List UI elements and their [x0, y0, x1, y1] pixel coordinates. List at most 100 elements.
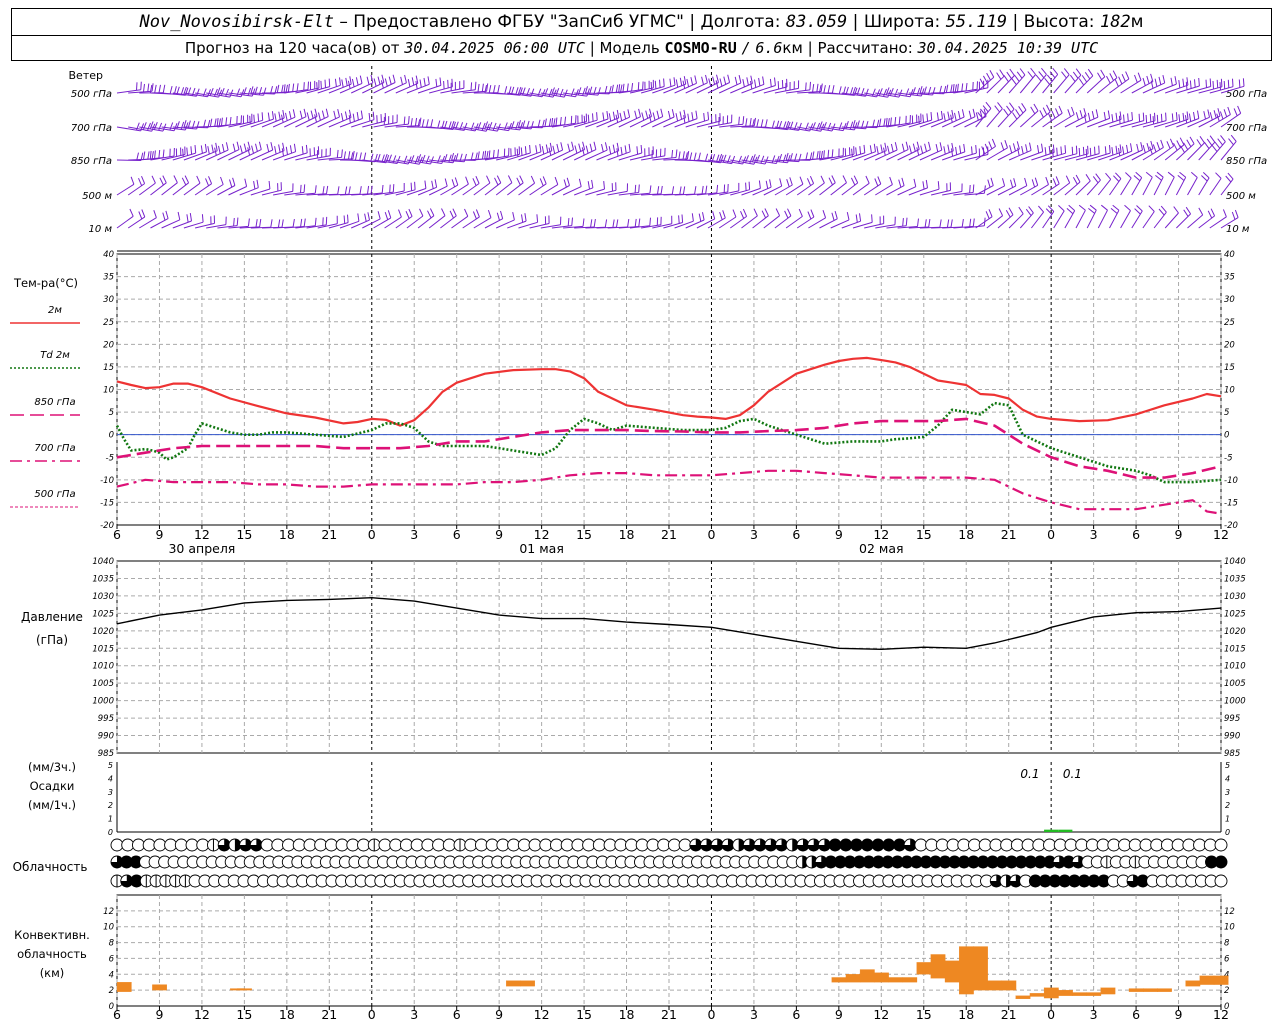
wind-barb-flags: [603, 181, 605, 190]
wind-barb: [975, 145, 996, 161]
cloud-cover-symbol: [833, 855, 847, 869]
y-tick-label-left: 1: [108, 815, 113, 824]
cloud-circle: [357, 838, 370, 852]
convective-title-2: облачность: [17, 947, 87, 961]
wind-level-label-left: 700 гПа: [71, 123, 112, 134]
wind-barb: [808, 217, 826, 229]
wind-barb-flags: [443, 78, 453, 90]
wind-barb-flags: [1030, 103, 1039, 115]
wind-barb: [997, 148, 1020, 161]
cloud-three-quarter-fill: [743, 839, 756, 852]
y-tick-label-right: 995: [1224, 714, 1240, 724]
y-tick-label-left: 1015: [92, 644, 114, 654]
cloud-three-quarter-fill: [218, 839, 231, 852]
wind-barb-flags: [281, 143, 297, 157]
wind-barb-flags: [277, 219, 284, 228]
wind-barb: [919, 188, 940, 196]
wind-barb-flags: [182, 145, 197, 157]
forecast-start: 30.04.2025 06:00 UTC: [404, 39, 585, 57]
wind-barb-flags: [1118, 112, 1133, 124]
cloud-cover-symbol: [142, 838, 156, 852]
wind-barb: [1031, 211, 1044, 229]
wind-barb-flags: [1142, 73, 1154, 86]
x-tick-label: 0: [707, 527, 715, 542]
wind-barb-flags: [618, 83, 634, 93]
cloud-cover-symbol: [1033, 855, 1047, 869]
cloud-full-fill: [967, 856, 980, 868]
cloud-cover-symbol: [399, 838, 413, 852]
y-tick-label-left: 1035: [92, 574, 114, 584]
convective-bar: [1015, 995, 1031, 1000]
y-tick-label-right: 5: [1225, 761, 1230, 770]
cloud-cover-symbol: [1214, 838, 1228, 852]
x-tick-label: 21: [661, 1007, 677, 1022]
wind-barb: [1175, 177, 1187, 196]
x-tick-label: 9: [835, 527, 843, 542]
cloud-cover-symbol: [129, 855, 143, 869]
x-tick-label: 9: [495, 527, 503, 542]
wind-barb-flags: [732, 209, 737, 218]
cloud-cover-symbol: [1107, 838, 1121, 852]
wind-barb-flags: [879, 118, 890, 127]
wind-level-label-left: 500 гПа: [71, 89, 112, 100]
cloud-full-fill: [853, 856, 866, 868]
cloud-cover-symbol: [785, 838, 799, 852]
cloud-cover-symbol: [914, 838, 928, 852]
wind-barb: [741, 187, 761, 196]
cloud-cover-symbol: [900, 855, 914, 869]
wind-barb: [607, 151, 631, 161]
wind-barb: [1064, 153, 1089, 161]
cloud-circle: [110, 838, 124, 852]
wind-barb: [428, 215, 446, 229]
wind-barb-flags: [627, 219, 630, 228]
x-tick-label: 0: [1047, 527, 1055, 542]
x-tick-label: 9: [155, 527, 163, 542]
wind-barb-flags: [403, 116, 410, 125]
wind-barb: [1109, 178, 1122, 196]
wind-barb: [1131, 81, 1154, 94]
cloud-full-fill: [1097, 875, 1110, 887]
wind-barb: [1176, 213, 1191, 229]
wind-barb-flags: [1114, 71, 1130, 87]
y-tick-label-right: 30: [1224, 295, 1235, 305]
cloud-circle: [571, 838, 585, 852]
wind-barb-flags: [950, 109, 965, 123]
wind-barb-flags: [657, 185, 663, 195]
wind-barb: [1198, 215, 1215, 229]
wind-barb-flags: [1018, 206, 1024, 215]
wind-barb-flags: [350, 152, 367, 161]
cloud-cover-symbol: [260, 838, 274, 852]
cloud-three-quarter-fill: [754, 839, 767, 852]
wind-barb-flags: [424, 180, 427, 189]
wind-barb-flags: [1003, 102, 1015, 116]
wind-barb-flags: [138, 209, 146, 220]
cloud-cover-symbol: [303, 838, 317, 852]
cloud-cover-symbol: [207, 838, 220, 852]
wind-barb-flags: [1145, 112, 1156, 124]
wind-barb-flags: [149, 84, 166, 93]
cloud-full-fill: [1058, 875, 1071, 887]
x-tick-label: 12: [534, 527, 550, 542]
wind-barb: [127, 183, 145, 196]
wind-barb-flags: [472, 175, 480, 186]
separator: |: [1012, 12, 1019, 32]
precip-bar: [1044, 829, 1059, 832]
wind-barb: [886, 149, 909, 161]
cloud-cover-symbol: [919, 855, 933, 869]
wind-barb-flags: [162, 210, 169, 221]
cloud-cover-symbol: [1139, 838, 1153, 852]
longitude-label: Долгота:: [700, 12, 781, 32]
wind-barb-flags: [641, 108, 652, 121]
day-label: 30 апреля: [168, 541, 235, 556]
wind-barb-flags: [183, 86, 200, 97]
wind-barb-flags: [939, 219, 942, 228]
wind-barb-flags: [364, 212, 370, 222]
wind-barb: [674, 82, 697, 94]
wind-barb-flags: [615, 109, 631, 123]
x-tick-label: 18: [958, 527, 974, 542]
wind-barb: [1098, 118, 1122, 128]
cloud-circle: [657, 838, 671, 852]
cloud-three-quarter-fill: [711, 839, 724, 852]
cloud-title: Облачность: [13, 860, 88, 874]
wind-barb-flags: [1152, 112, 1167, 125]
